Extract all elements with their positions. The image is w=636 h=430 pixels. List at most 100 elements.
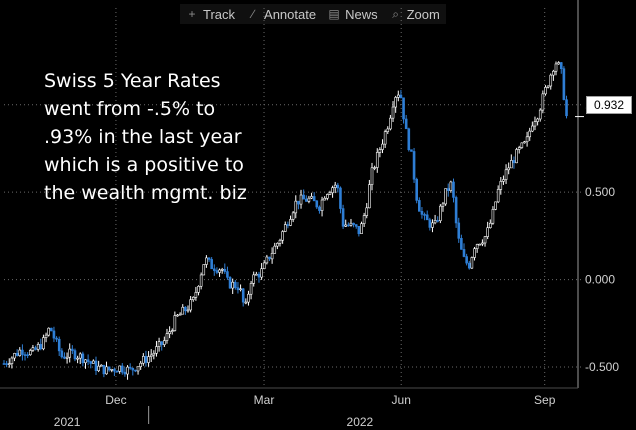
- candle-body: [191, 296, 195, 300]
- annotation-line: Swiss 5 Year Rates: [44, 70, 221, 92]
- candle-body: [410, 149, 413, 152]
- candle-body: [184, 306, 187, 312]
- candle-body: [483, 236, 487, 244]
- candle-body: [383, 131, 387, 145]
- candle-body: [34, 347, 37, 350]
- candle-body: [84, 359, 87, 364]
- candle-body: [99, 364, 103, 367]
- pencil-icon: ∕: [252, 7, 255, 21]
- annotation-line: went from -.5% to: [44, 98, 216, 120]
- candle-body: [339, 187, 342, 209]
- candle-body: [160, 341, 164, 345]
- candle-body: [554, 63, 558, 72]
- candle-body: [18, 349, 22, 356]
- zoom-button[interactable]: ⌕ Zoom: [390, 7, 440, 22]
- candle-body: [520, 142, 524, 148]
- candle-body: [189, 299, 192, 311]
- candle-body: [39, 344, 43, 350]
- candle-body: [404, 118, 408, 130]
- candle-body: [344, 224, 348, 227]
- candle-body: [510, 160, 513, 169]
- candle-body: [533, 121, 537, 127]
- candle-body: [76, 357, 79, 360]
- candle-body: [139, 362, 142, 367]
- candle-body: [163, 340, 166, 345]
- candle-body: [92, 360, 95, 364]
- candle-body: [270, 253, 274, 260]
- candle-body: [412, 151, 416, 180]
- candle-body: [31, 347, 35, 351]
- candle-body: [360, 223, 363, 234]
- candle-body: [557, 62, 560, 65]
- candle-body: [136, 366, 140, 372]
- candle-body: [60, 350, 64, 358]
- candle-body: [538, 109, 542, 120]
- candle-body: [549, 74, 553, 87]
- candle-body: [304, 198, 308, 202]
- candle-body: [318, 206, 321, 211]
- magnifier-icon: ⌕: [392, 6, 399, 21]
- news-button[interactable]: ▤ News: [328, 6, 378, 22]
- news-label: News: [345, 6, 378, 22]
- candle-body: [168, 331, 171, 334]
- candle-body: [118, 365, 121, 372]
- candle-body: [89, 361, 93, 364]
- candle-body: [194, 292, 198, 298]
- candle-body: [252, 274, 256, 284]
- candle-body: [528, 130, 532, 138]
- candle-body: [488, 222, 492, 229]
- candle-body: [2, 363, 6, 365]
- candle-body: [28, 350, 32, 356]
- year-label: 2022: [347, 415, 374, 429]
- candle-body: [23, 354, 27, 356]
- annotate-button[interactable]: ∕ Annotate: [247, 7, 316, 22]
- candle-body: [142, 356, 145, 364]
- candle-body: [149, 354, 153, 357]
- annotate-label: Annotate: [264, 6, 317, 22]
- candle-body: [273, 245, 277, 254]
- candle-body: [326, 194, 329, 199]
- annotation-line: which is a positive to: [44, 154, 244, 176]
- candle-body: [302, 194, 305, 200]
- candle-body: [297, 200, 300, 205]
- candle-body: [123, 371, 127, 375]
- candle-body: [494, 201, 497, 210]
- candle-body: [386, 128, 390, 132]
- candle-body: [239, 288, 242, 291]
- axis-layer: 1.0000.5000.000-0.500DecMarJunSep2021202…: [0, 0, 619, 429]
- candle-body: [365, 207, 369, 216]
- candle-body: [73, 350, 77, 360]
- news-icon: ▤: [328, 7, 340, 21]
- chart-annotation: Swiss 5 Year Rates went from -.5% to .93…: [44, 67, 294, 207]
- candle-body: [336, 184, 340, 189]
- candle-body: [402, 97, 405, 120]
- candle-body: [15, 353, 19, 356]
- candle-body: [446, 188, 450, 191]
- candle-body: [210, 259, 213, 270]
- candle-body: [47, 327, 50, 336]
- candle-body: [525, 136, 529, 143]
- candle-body: [220, 268, 224, 271]
- candle-body: [5, 363, 8, 365]
- candle-body: [378, 149, 382, 153]
- track-button[interactable]: + Track: [186, 7, 235, 22]
- candle-body: [559, 62, 563, 70]
- candle-body: [228, 277, 232, 289]
- candle-body: [157, 341, 161, 347]
- candle-body: [7, 363, 11, 365]
- candle-body: [294, 200, 298, 214]
- candle-body: [460, 238, 463, 250]
- candle-body: [352, 222, 355, 225]
- candle-body: [389, 117, 392, 130]
- candle-body: [499, 181, 503, 190]
- candle-body: [546, 85, 550, 88]
- candle-body: [470, 257, 474, 269]
- candle-body: [278, 239, 282, 244]
- candle-body: [223, 268, 227, 272]
- candle-body: [241, 288, 245, 303]
- candle-body: [428, 219, 432, 228]
- zoom-label: Zoom: [406, 6, 440, 22]
- candle-body: [63, 356, 66, 359]
- candle-body: [144, 356, 148, 363]
